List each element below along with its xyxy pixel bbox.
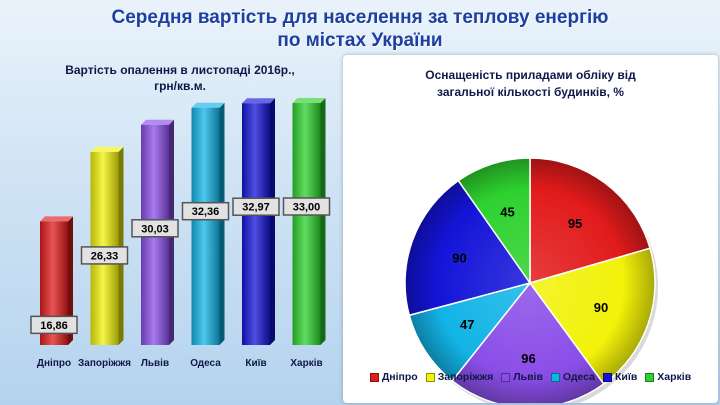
- slice-label: 45: [500, 204, 514, 219]
- data-label: 32,97: [242, 202, 270, 214]
- legend-swatch: [425, 372, 435, 382]
- legend-swatch: [603, 372, 613, 382]
- legend-label: Одеса: [562, 371, 596, 383]
- bar-side: [68, 216, 73, 345]
- pie-chart-panel: Оснащеність приладами обліку від загальн…: [343, 55, 718, 403]
- bar-chart-title-line1: Вартість опалення в листопаді 2016р.,: [65, 63, 295, 77]
- pie-chart-legend: Дніпро Запоріжжя Львів Одеса Київ Харків: [343, 371, 718, 383]
- bar-side: [219, 102, 225, 346]
- data-label: 32,36: [192, 206, 220, 218]
- bar-top: [292, 98, 326, 103]
- legend-item: Одеса: [550, 371, 596, 383]
- legend-item: Київ: [603, 371, 637, 383]
- bar-side: [320, 98, 326, 345]
- legend-label: Київ: [615, 371, 638, 383]
- bar-chart-title-line2: грн/кв.м.: [154, 79, 206, 93]
- slice-label: 96: [521, 351, 535, 366]
- slice-label: 47: [460, 317, 474, 332]
- data-label: 33,00: [293, 202, 321, 214]
- bar-side: [270, 98, 275, 345]
- legend-item: Харків: [645, 371, 691, 383]
- slice-label: 95: [568, 216, 582, 231]
- bar-top: [141, 119, 174, 125]
- legend-label: Дніпро: [381, 371, 418, 383]
- legend-label: Львів: [513, 371, 543, 383]
- data-label: 30,03: [141, 223, 169, 235]
- pie-chart-title-line2: загальної кількості будинків, %: [437, 85, 624, 99]
- legend-swatch: [645, 372, 655, 382]
- bar-top: [242, 98, 275, 104]
- pie-chart-title: Оснащеність приладами обліку від загальн…: [343, 67, 718, 101]
- legend-item: Дніпро: [369, 371, 418, 383]
- legend-swatch: [501, 372, 511, 382]
- pie-chart-title-line1: Оснащеність приладами обліку від: [425, 68, 636, 82]
- category-label: Харків: [290, 358, 322, 369]
- page-title-line2: по містах України: [277, 30, 443, 51]
- bar: [242, 103, 270, 345]
- data-label: 16,86: [40, 320, 68, 332]
- category-label: Київ: [245, 358, 266, 369]
- bar-chart: 16,86 Дніпро 26,33 Запоріжжя 30,03 Львів 32,36…: [30, 98, 331, 369]
- legend-swatch: [550, 372, 560, 382]
- legend-swatch: [369, 372, 379, 382]
- legend-label: Харків: [657, 371, 692, 383]
- bar: [191, 107, 220, 346]
- legend-item: Львів: [501, 371, 543, 383]
- pie-slice: [451, 281, 605, 403]
- page-title-line1: Середня вартість для населення за теплов…: [111, 7, 609, 28]
- data-label-box: [232, 197, 280, 216]
- pie-slice: [457, 157, 531, 286]
- pie-slice: [528, 247, 656, 385]
- category-label: Одеса: [190, 358, 221, 369]
- page-title: Середня вартість для населення за теплов…: [0, 6, 720, 52]
- bar-side: [118, 146, 124, 345]
- pie-chart: 95 90 96 47 90 45: [404, 157, 658, 403]
- category-label: Запоріжжя: [78, 358, 131, 369]
- bar-top: [40, 216, 73, 222]
- bar-chart-title: Вартість опалення в листопаді 2016р., гр…: [30, 62, 330, 94]
- data-label-box: [131, 219, 179, 238]
- slice-label: 90: [452, 250, 466, 265]
- pie-slice: [529, 157, 652, 284]
- legend-item: Запоріжжя: [425, 371, 494, 383]
- category-label: Львів: [141, 358, 169, 369]
- data-label-box: [282, 197, 331, 216]
- slice-label: 90: [594, 300, 608, 315]
- data-label-box: [181, 201, 230, 221]
- data-label-box: [80, 246, 129, 265]
- data-label: 26,33: [91, 250, 119, 262]
- legend-label: Запоріжжя: [437, 371, 494, 383]
- bar: [292, 103, 321, 345]
- pie-slice: [404, 179, 532, 317]
- bar-top: [90, 146, 124, 152]
- category-label: Дніпро: [37, 358, 71, 369]
- data-label-box: [30, 315, 78, 335]
- bar-top: [191, 102, 225, 108]
